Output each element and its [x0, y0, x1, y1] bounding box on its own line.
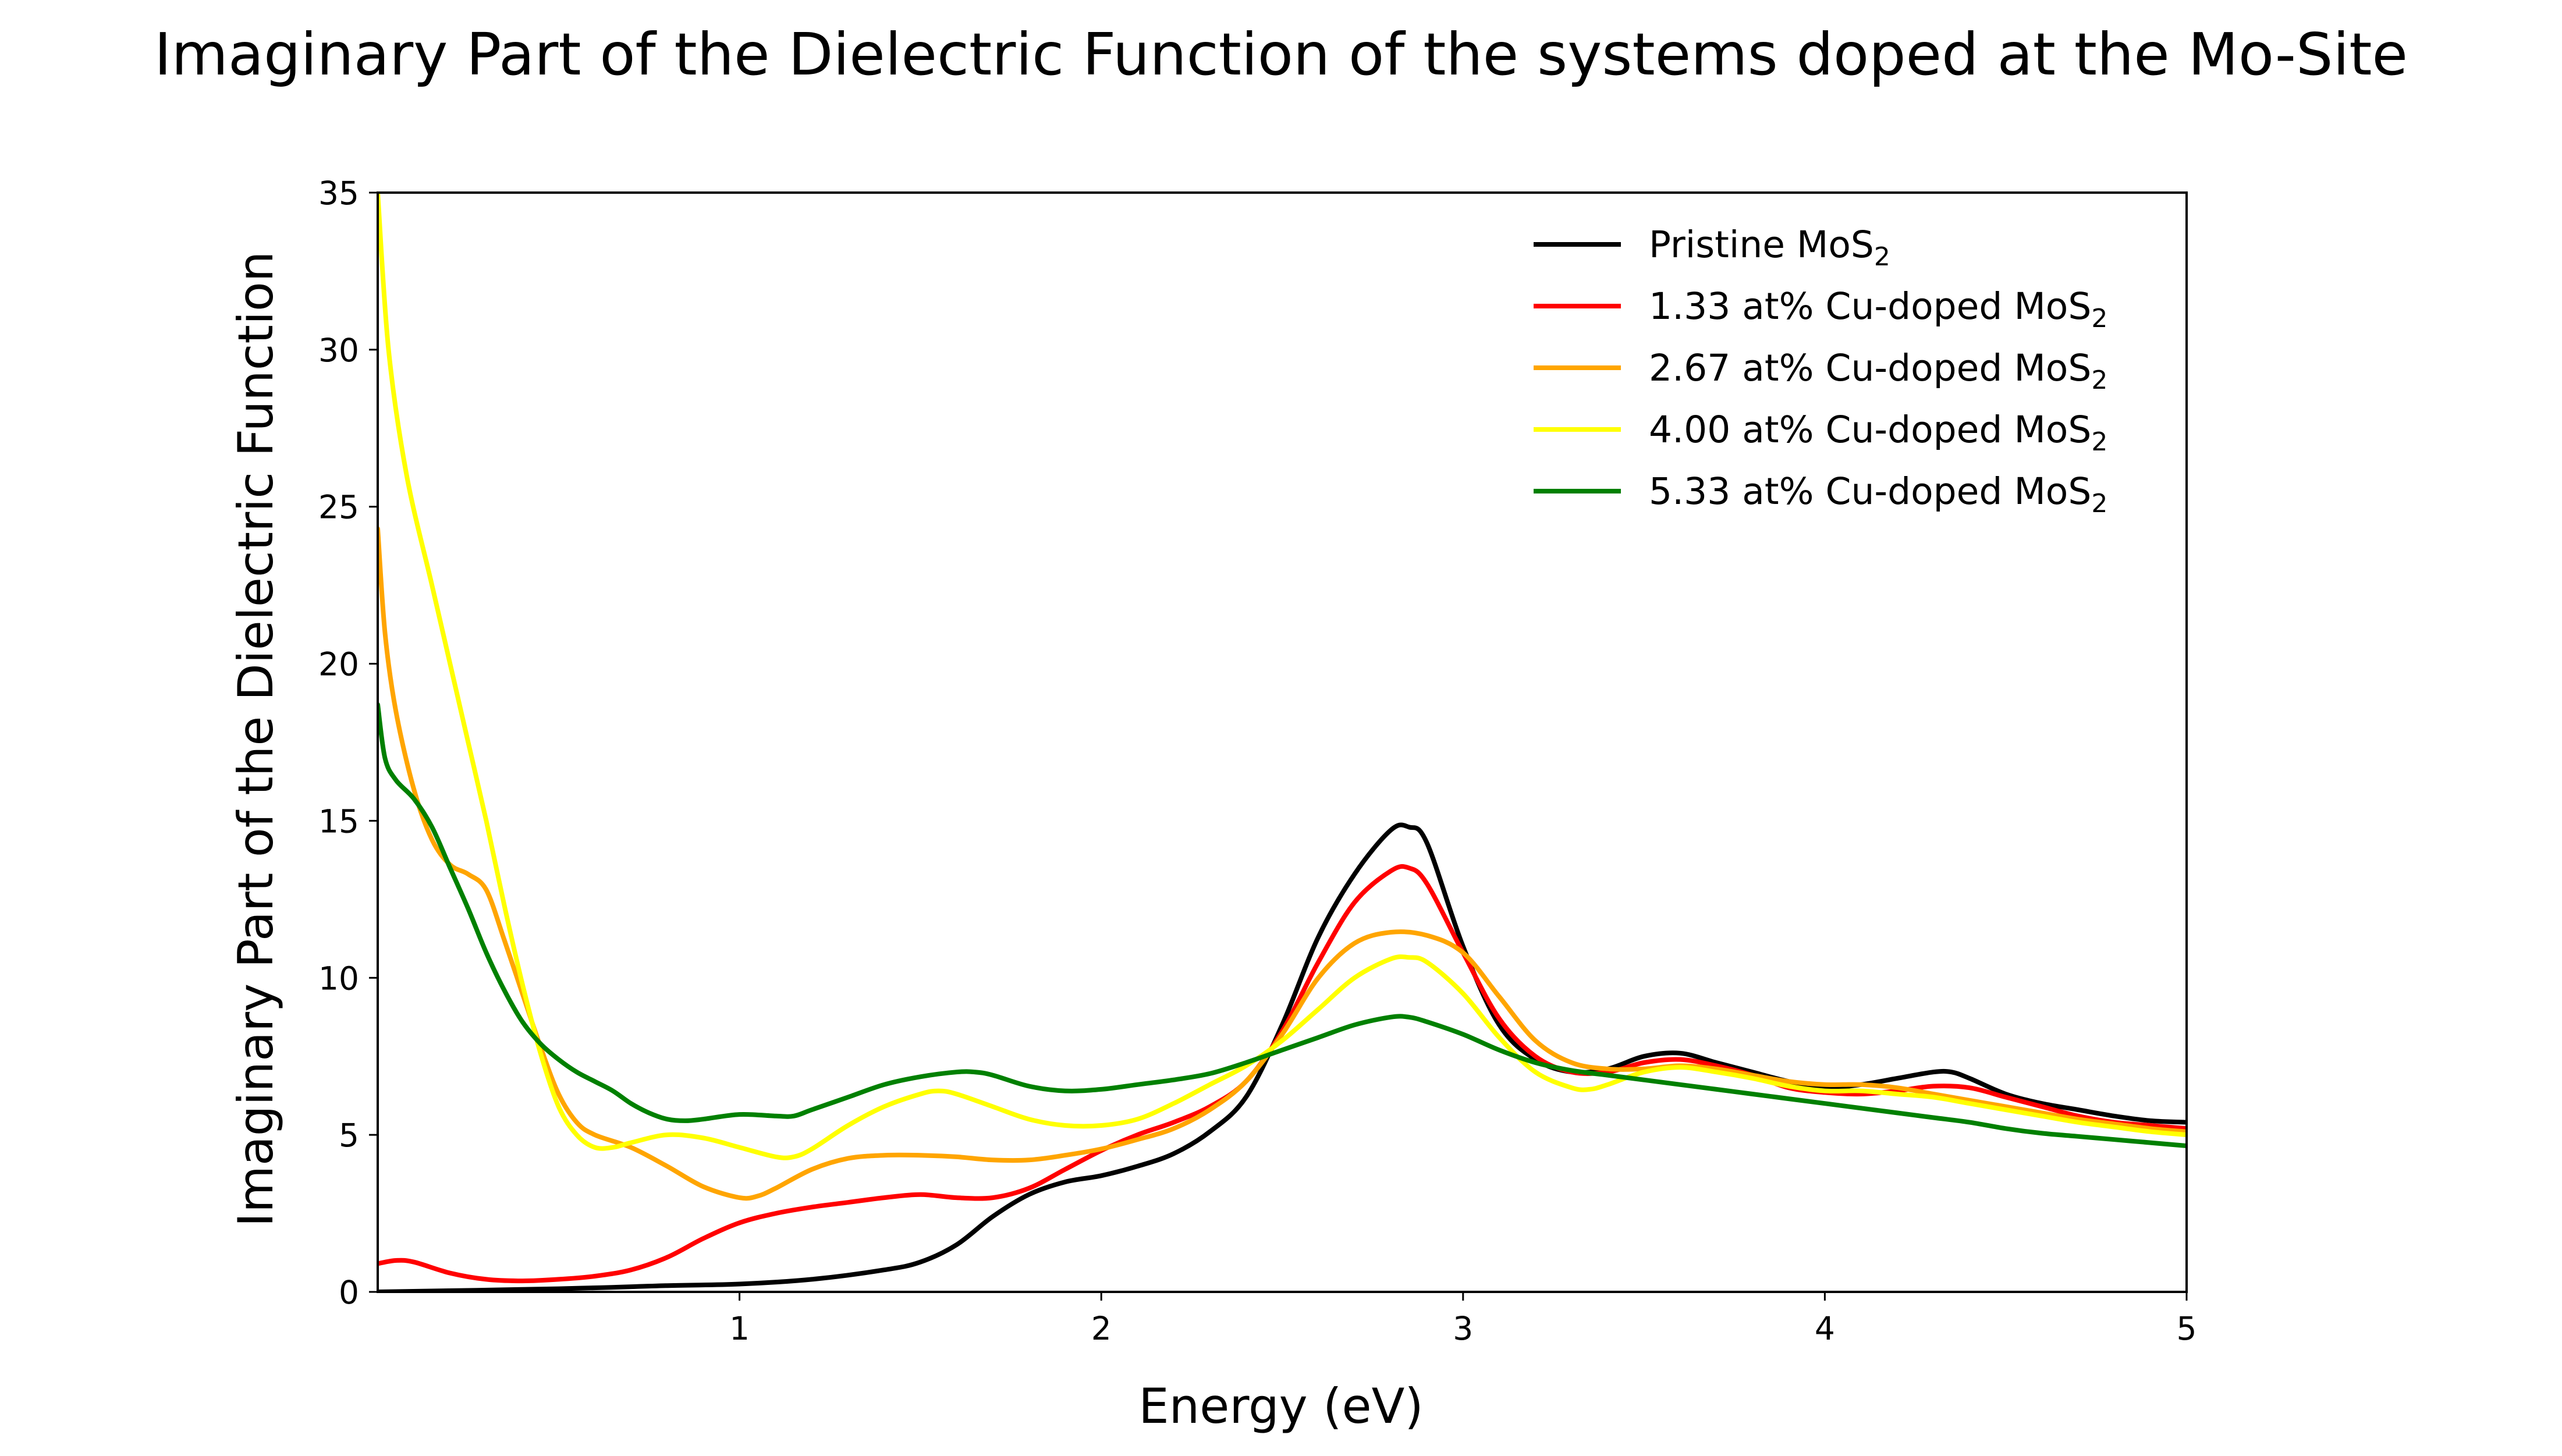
series-layer	[378, 193, 2187, 1292]
series-line-3	[378, 526, 2187, 1201]
legend-label-5: 5.33 at% Cu-doped MoS2	[1649, 470, 2107, 519]
y-tick-label: 0	[339, 1274, 359, 1311]
y-tick-label: 30	[318, 332, 359, 369]
x-tick-label: 4	[1815, 1310, 1835, 1347]
y-tick-label: 25	[318, 489, 359, 526]
y-axis-label: Imaginary Part of the Dielectric Functio…	[228, 251, 284, 1227]
series-line-1	[378, 822, 2187, 1292]
x-axis-label: Energy (eV)	[1138, 1378, 1424, 1434]
chart-title: Imaginary Part of the Dielectric Functio…	[154, 20, 2408, 88]
x-tick-label: 3	[1453, 1310, 1473, 1347]
y-tick-label: 5	[339, 1117, 359, 1154]
legend-label-1: Pristine MoS2	[1649, 223, 1890, 272]
legend-label-2: 1.33 at% Cu-doped MoS2	[1649, 285, 2107, 333]
legend-label-4: 4.00 at% Cu-doped MoS2	[1649, 409, 2107, 457]
y-tick-label: 15	[318, 802, 359, 840]
x-tick-label: 2	[1091, 1310, 1112, 1347]
x-tick-label: 5	[2177, 1310, 2197, 1347]
series-line-5	[378, 702, 2187, 1148]
series-line-4	[378, 193, 2187, 1160]
ticks-layer: 1 2 3 4 5 0 5 10 15 20 25 30 35	[318, 175, 2197, 1347]
plot-area-frame	[377, 191, 2188, 1293]
y-tick-label: 20	[318, 646, 359, 683]
legend-label-3: 2.67 at% Cu-doped MoS2	[1649, 347, 2107, 395]
y-tick-label: 35	[318, 175, 359, 212]
x-tick-label: 1	[729, 1310, 750, 1347]
series-line-2	[378, 864, 2187, 1284]
y-tick-label: 10	[318, 960, 359, 997]
legend: Pristine MoS2 1.33 at% Cu-doped MoS2 2.67 …	[1534, 223, 2107, 519]
